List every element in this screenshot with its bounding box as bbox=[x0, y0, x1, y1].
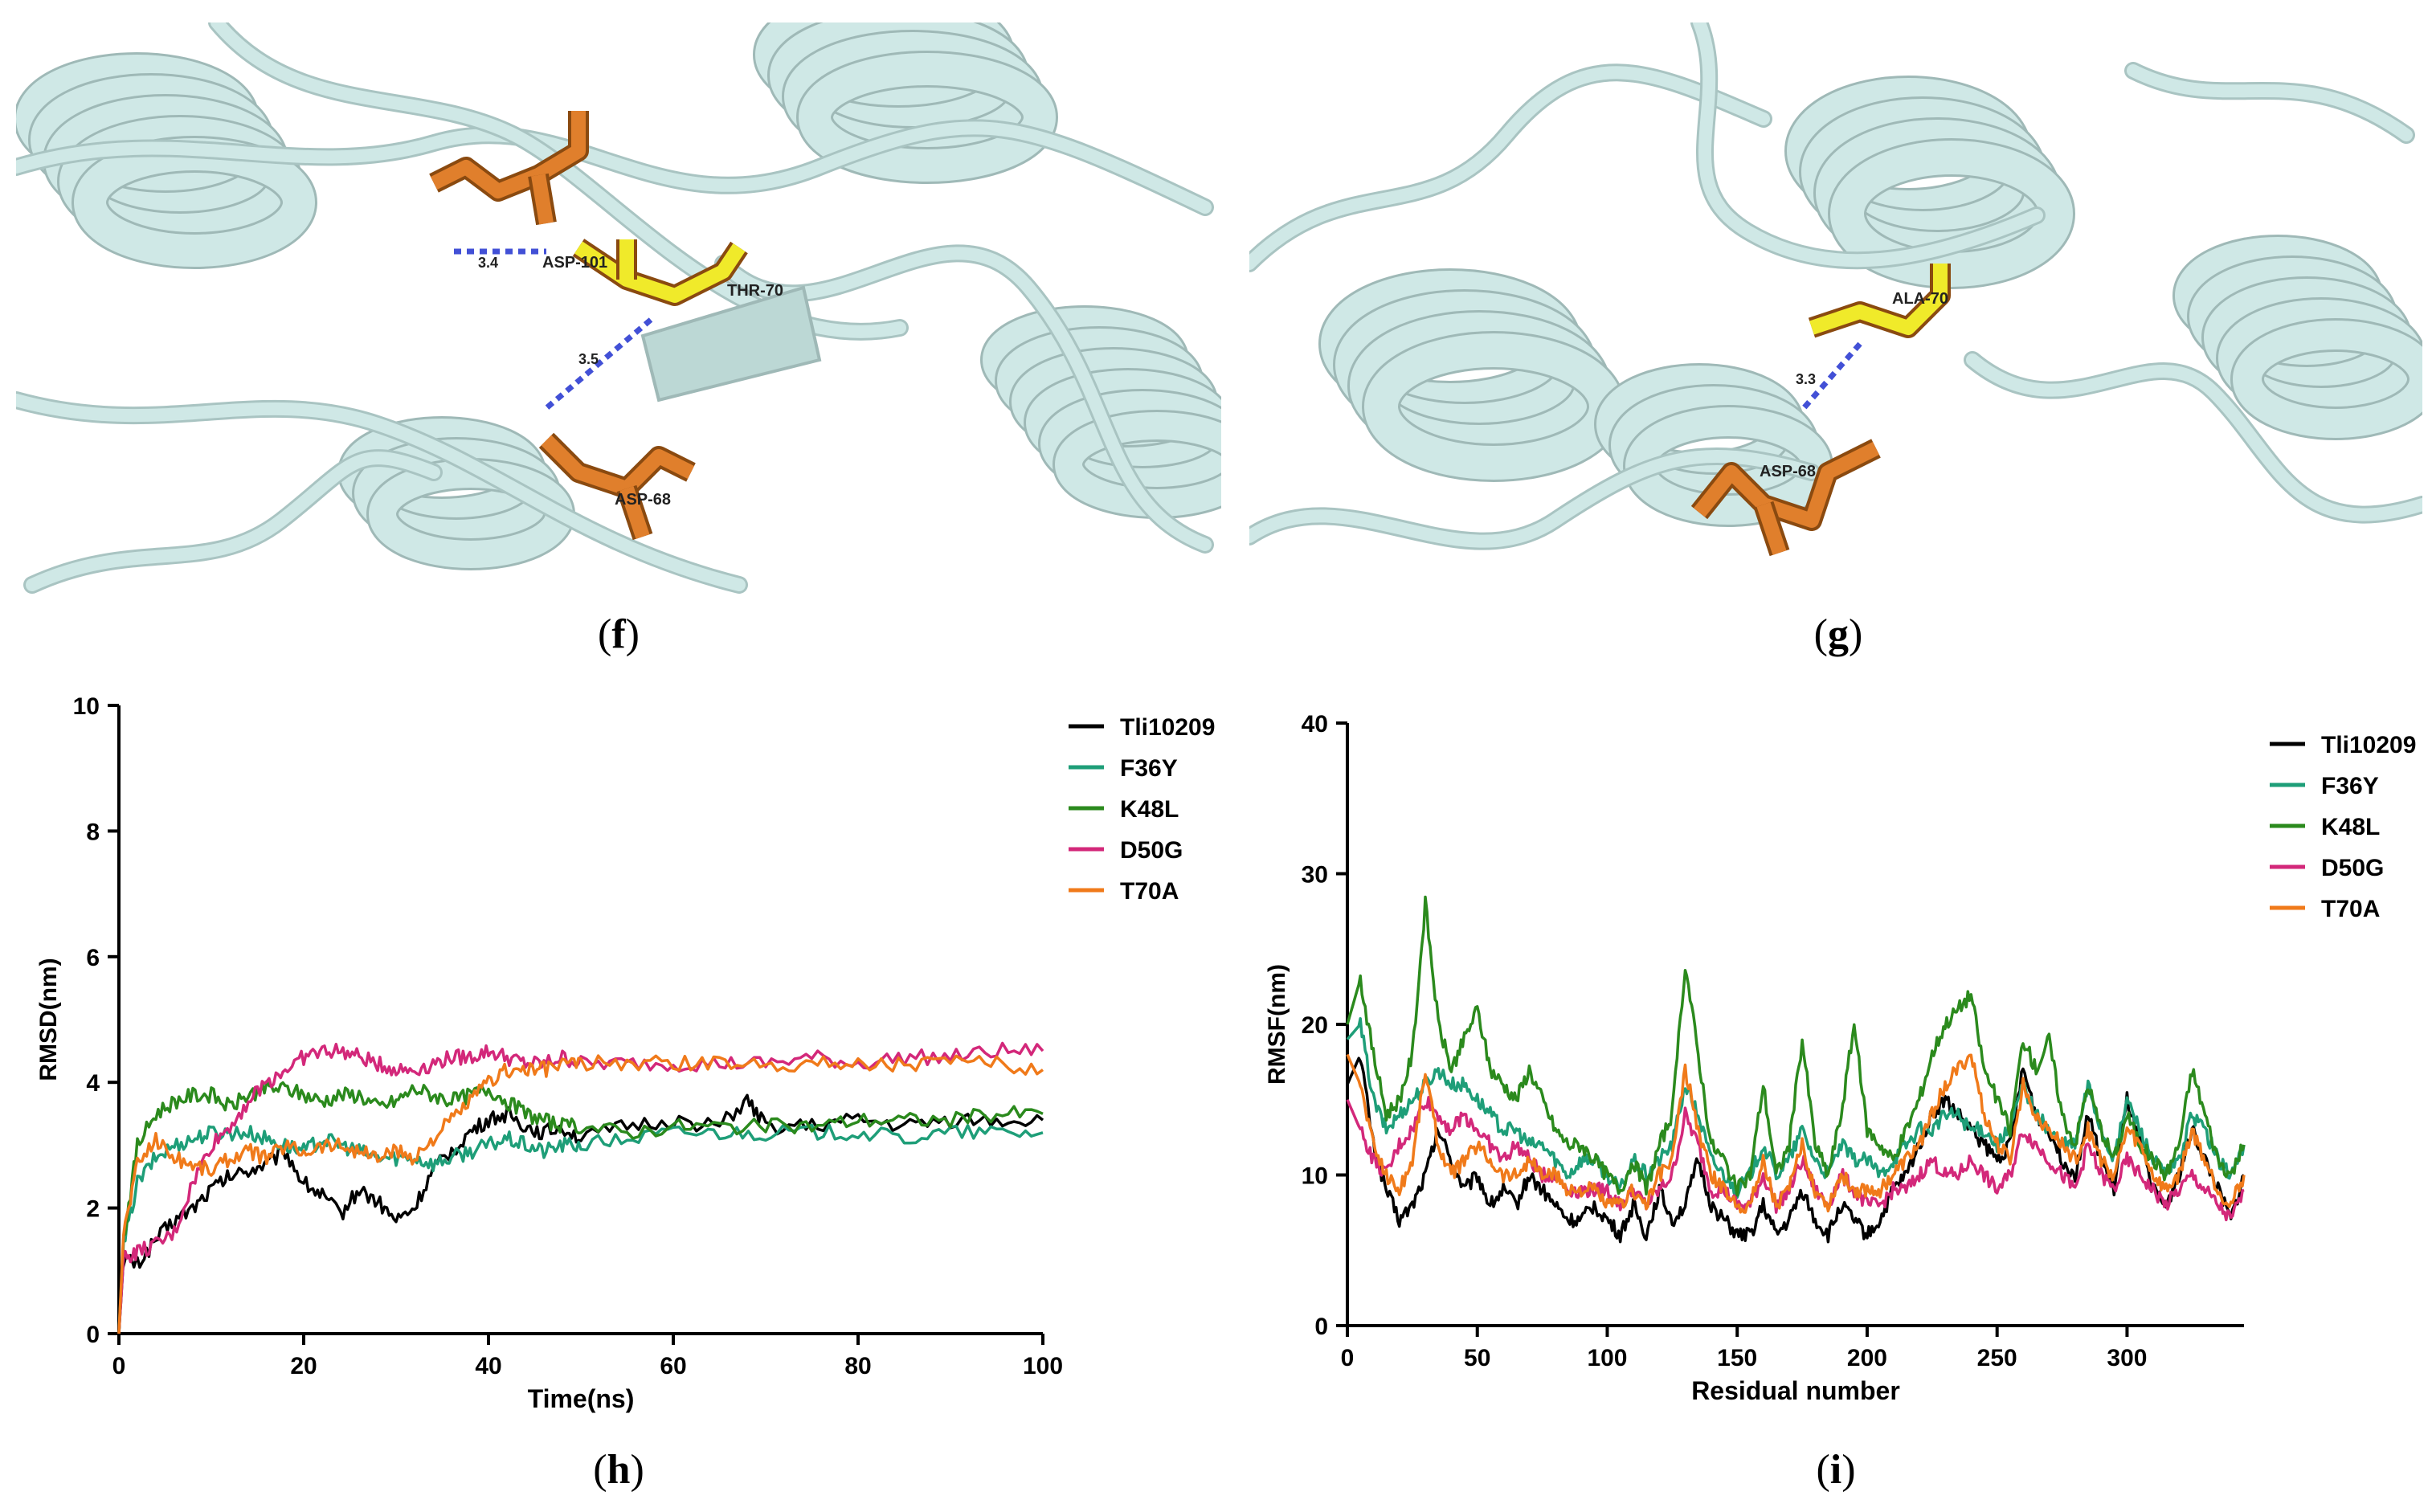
legend-label: T70A bbox=[1120, 878, 1179, 905]
molecular-view-g: ALA-70 ASP-68 3.3 bbox=[1249, 22, 2422, 587]
x-tick-label: 20 bbox=[290, 1353, 317, 1379]
series-line-tli10209 bbox=[1346, 1056, 2246, 1244]
protein-structure-f: ASP-101 THR-70 ASP-68 3.4 3.5 bbox=[16, 22, 1221, 595]
x-tick-label: 100 bbox=[1587, 1345, 1627, 1371]
x-tick-label: 200 bbox=[1847, 1345, 1887, 1371]
x-tick-label: 80 bbox=[844, 1353, 871, 1379]
label-asp-68: ASP-68 bbox=[615, 491, 671, 509]
x-axis-label: Residual number bbox=[1691, 1376, 1900, 1405]
x-tick-label: 100 bbox=[1023, 1353, 1063, 1379]
series-lines bbox=[1346, 895, 2246, 1244]
legend-label: F36Y bbox=[1120, 755, 1178, 782]
hbond-asp68-thr70 bbox=[544, 317, 653, 411]
x-tick-label: 0 bbox=[1341, 1345, 1355, 1371]
y-tick-label: 2 bbox=[86, 1196, 100, 1223]
series-line-tli10209 bbox=[117, 1093, 1044, 1334]
series-lines bbox=[117, 1041, 1044, 1334]
caption-i: (i) bbox=[1816, 1447, 1856, 1493]
series-line-k48l bbox=[1346, 895, 2246, 1197]
rmsf-chart: 0 50 100 150 200 250 300 0 10 20 30 40 Residual numb… bbox=[1249, 691, 2422, 1414]
helix-left-g bbox=[1318, 268, 1625, 482]
x-tick-label: 60 bbox=[660, 1353, 686, 1379]
y-tick-label: 10 bbox=[1302, 1163, 1328, 1190]
legend-label: Tli10209 bbox=[1120, 714, 1215, 741]
series-line-k48l bbox=[117, 1080, 1044, 1334]
y-tick-label: 20 bbox=[1302, 1012, 1328, 1039]
y-tick-label: 40 bbox=[1302, 711, 1328, 738]
molecular-view-f: ASP-101 THR-70 ASP-68 3.4 3.5 bbox=[16, 22, 1221, 595]
legend-label: K48L bbox=[2321, 814, 2380, 840]
axes: 0 20 40 60 80 100 0 2 4 6 8 10 Time(ns) RMSD(nm) bbox=[35, 693, 1063, 1413]
hbond-asp68-ala70 bbox=[1801, 341, 1862, 411]
y-axis-label: RMSD(nm) bbox=[35, 958, 62, 1081]
label-ala-70: ALA-70 bbox=[1892, 290, 1948, 308]
distance-3-3: 3.3 bbox=[1796, 371, 1816, 387]
beta-sheet bbox=[640, 285, 822, 403]
axes: 0 50 100 150 200 250 300 0 10 20 30 40 Residual numb… bbox=[1264, 711, 2244, 1405]
legend-label: Tli10209 bbox=[2321, 732, 2416, 758]
legend-label: T70A bbox=[2321, 896, 2380, 922]
label-thr-70: THR-70 bbox=[727, 282, 783, 300]
legend-label: K48L bbox=[1120, 796, 1179, 823]
y-tick-label: 30 bbox=[1302, 862, 1328, 889]
x-tick-label: 300 bbox=[2107, 1345, 2147, 1371]
series-line-t70a bbox=[117, 1054, 1044, 1334]
y-axis-label: RMSF(nm) bbox=[1264, 964, 1290, 1085]
x-tick-label: 0 bbox=[112, 1353, 126, 1379]
y-tick-label: 0 bbox=[86, 1322, 100, 1348]
caption-h: (h) bbox=[593, 1447, 644, 1493]
series-line-f36y bbox=[117, 1123, 1044, 1334]
helix-right-g bbox=[2172, 235, 2422, 440]
legend-label: F36Y bbox=[2321, 773, 2379, 799]
caption-f: (f) bbox=[598, 611, 640, 657]
x-tick-label: 250 bbox=[1977, 1345, 2017, 1371]
legend: Tli10209 F36Y K48L D50G T70A bbox=[1069, 714, 1215, 905]
x-tick-label: 150 bbox=[1717, 1345, 1757, 1371]
protein-structure-g: ALA-70 ASP-68 3.3 bbox=[1249, 22, 2422, 587]
x-axis-label: Time(ns) bbox=[528, 1384, 635, 1413]
distance-3-5: 3.5 bbox=[578, 351, 599, 367]
y-tick-label: 0 bbox=[1314, 1314, 1328, 1340]
caption-g: (g) bbox=[1813, 611, 1863, 657]
rmsf-chart-svg: 0 50 100 150 200 250 300 0 10 20 30 40 Residual numb… bbox=[1264, 711, 2416, 1405]
y-tick-label: 6 bbox=[86, 945, 100, 971]
distance-3-4: 3.4 bbox=[478, 255, 498, 271]
series-line-d50g bbox=[117, 1041, 1044, 1334]
label-asp-68-g: ASP-68 bbox=[1760, 463, 1816, 480]
rmsd-chart: 0 20 40 60 80 100 0 2 4 6 8 10 Time(ns) RMSD(nm) Tli10… bbox=[32, 675, 1237, 1438]
legend: Tli10209 F36Y K48L D50G T70A bbox=[2270, 732, 2416, 922]
legend-label: D50G bbox=[2321, 855, 2384, 881]
y-tick-label: 4 bbox=[86, 1070, 100, 1097]
x-tick-label: 40 bbox=[475, 1353, 501, 1379]
y-tick-label: 10 bbox=[73, 693, 100, 720]
x-tick-label: 50 bbox=[1464, 1345, 1490, 1371]
legend-label: D50G bbox=[1120, 837, 1183, 864]
series-line-f36y bbox=[1346, 1017, 2246, 1199]
helix-top-right bbox=[753, 22, 1058, 184]
series-line-t70a bbox=[1346, 1053, 2246, 1214]
y-tick-label: 8 bbox=[86, 819, 100, 845]
rmsd-chart-svg: 0 20 40 60 80 100 0 2 4 6 8 10 Time(ns) RMSD(nm) Tli10… bbox=[35, 693, 1215, 1413]
label-asp-101: ASP-101 bbox=[542, 254, 607, 272]
